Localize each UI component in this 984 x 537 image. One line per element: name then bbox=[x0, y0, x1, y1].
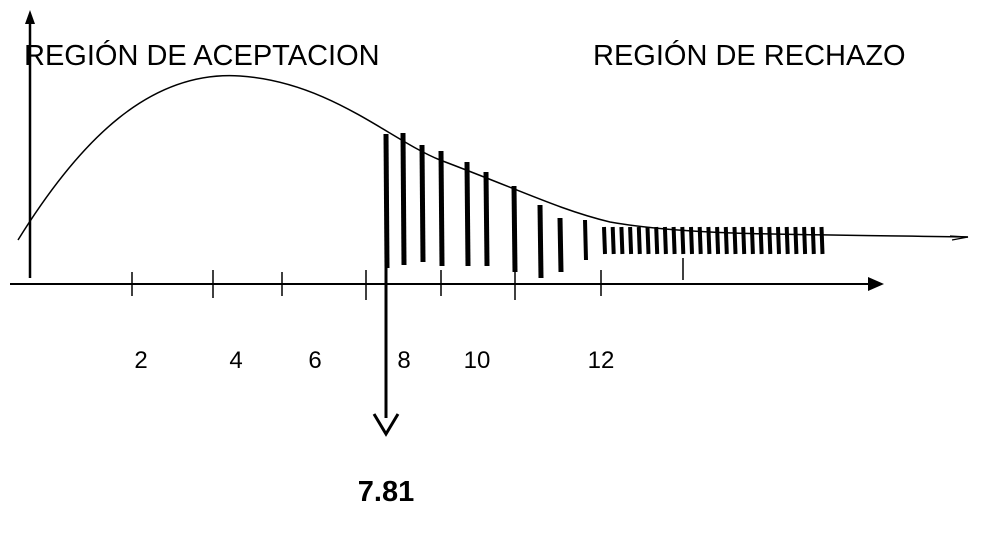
hatch-stroke bbox=[749, 226, 755, 255]
y-axis-arrowhead bbox=[25, 10, 35, 24]
x-tick-label: 4 bbox=[229, 347, 243, 374]
acceptance-region-label: REGIÓN DE ACEPTACION bbox=[24, 40, 380, 72]
hatch-stroke bbox=[400, 132, 407, 266]
hatch-stroke bbox=[715, 226, 721, 255]
hatch-stroke bbox=[419, 144, 426, 263]
critical-value-arrowhead bbox=[372, 413, 400, 437]
hatch-stroke bbox=[511, 185, 518, 273]
rejection-region-hatching bbox=[383, 132, 825, 279]
rejection-region-label: REGIÓN DE RECHAZO bbox=[593, 40, 906, 72]
hatch-stroke bbox=[784, 226, 790, 255]
density-curve bbox=[17, 74, 969, 241]
hatch-stroke bbox=[697, 226, 703, 255]
critical-value-label: 7.81 bbox=[357, 476, 415, 508]
hatch-stroke bbox=[732, 226, 738, 255]
hatch-stroke bbox=[438, 150, 445, 267]
hatch-stroke bbox=[680, 226, 686, 255]
curve-end-flourish bbox=[949, 235, 969, 241]
hatch-stroke bbox=[602, 226, 607, 255]
hatch-stroke bbox=[628, 226, 634, 255]
hatch-stroke bbox=[819, 226, 825, 255]
hatch-stroke bbox=[810, 226, 816, 255]
x-axis-arrowhead bbox=[868, 277, 884, 291]
hatch-stroke bbox=[723, 226, 729, 255]
x-tick-label: 10 bbox=[463, 347, 491, 374]
hatch-stroke bbox=[645, 226, 651, 255]
hatch-stroke bbox=[741, 226, 747, 255]
hatch-stroke bbox=[793, 226, 799, 255]
hatch-stroke bbox=[610, 226, 616, 255]
hatch-stroke bbox=[464, 161, 471, 267]
x-tick-label: 6 bbox=[308, 347, 322, 374]
hatch-stroke bbox=[767, 226, 773, 255]
hatch-stroke bbox=[776, 226, 781, 255]
hatch-stroke bbox=[654, 226, 660, 255]
hatch-stroke bbox=[619, 226, 625, 255]
hatch-stroke bbox=[636, 226, 642, 255]
hatch-stroke bbox=[583, 219, 588, 261]
hatch-stroke bbox=[758, 226, 764, 255]
hatch-stroke bbox=[671, 226, 677, 255]
hatch-stroke bbox=[662, 226, 668, 255]
hatch-stroke bbox=[483, 171, 490, 267]
hatch-stroke bbox=[557, 217, 564, 273]
hatch-stroke bbox=[689, 226, 694, 255]
x-axis-ticks bbox=[131, 258, 684, 300]
hatch-stroke bbox=[802, 226, 808, 255]
hatch-stroke bbox=[383, 133, 390, 269]
hatch-stroke bbox=[537, 204, 544, 279]
x-tick-label: 2 bbox=[134, 347, 148, 374]
hatch-stroke bbox=[706, 226, 712, 255]
x-tick-label: 12 bbox=[587, 347, 615, 374]
x-tick-label: 8 bbox=[397, 347, 411, 374]
